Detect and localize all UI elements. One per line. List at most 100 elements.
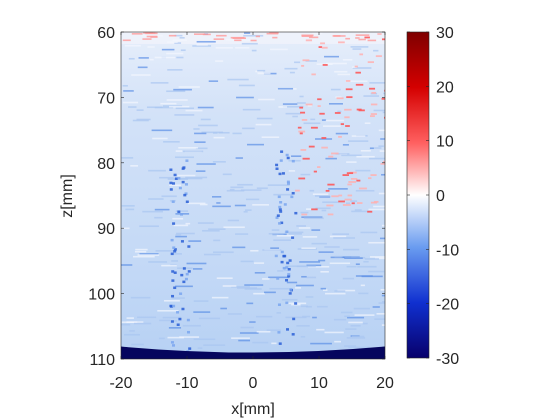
positive-speckle xyxy=(355,37,360,39)
streak-dot xyxy=(187,270,191,273)
speckle xyxy=(137,316,157,319)
positive-speckle xyxy=(354,65,358,68)
speckle xyxy=(253,292,265,295)
x-tick-label: 0 xyxy=(249,375,258,392)
positive-speckle xyxy=(345,37,351,40)
speckle xyxy=(160,102,177,105)
streak-dot xyxy=(170,341,174,344)
speckle xyxy=(283,269,290,272)
speckle xyxy=(175,107,195,110)
speckle xyxy=(381,224,385,227)
speckle xyxy=(311,229,321,231)
speckle xyxy=(229,188,235,191)
positive-speckle xyxy=(369,87,376,90)
speckle xyxy=(303,122,321,125)
positive-speckle xyxy=(131,33,143,35)
speckle xyxy=(329,235,347,238)
speckle xyxy=(245,198,260,201)
streak-dot xyxy=(173,271,177,274)
speckle xyxy=(357,265,377,268)
x-axis: -20 -10 0 10 20 xyxy=(109,32,394,392)
speckle xyxy=(345,80,368,83)
positive-speckle xyxy=(295,189,300,192)
speckle xyxy=(247,143,264,146)
speckle xyxy=(277,270,284,272)
y-tick-label: 60 xyxy=(97,25,115,42)
positive-speckle xyxy=(302,59,310,62)
streak-dot xyxy=(169,181,173,185)
positive-speckle xyxy=(375,55,382,58)
colorbar-tick-label: -10 xyxy=(436,242,459,259)
streak-dot xyxy=(171,270,175,273)
speckle xyxy=(169,105,190,108)
positive-speckle xyxy=(313,170,317,173)
speckle xyxy=(283,105,304,108)
speckle xyxy=(167,69,183,71)
speckle xyxy=(121,323,131,326)
speckle xyxy=(175,150,183,152)
x-tick-label: -10 xyxy=(175,375,198,392)
speckle xyxy=(139,253,159,255)
speckle xyxy=(227,78,249,81)
speckle xyxy=(381,294,385,297)
streak-dot xyxy=(170,238,174,242)
speckle xyxy=(301,216,323,218)
speckle xyxy=(285,316,307,319)
positive-speckle xyxy=(370,174,377,176)
speckle xyxy=(296,102,306,104)
speckle xyxy=(348,346,370,349)
speckle xyxy=(173,224,189,227)
speckle xyxy=(320,287,326,290)
speckle xyxy=(255,70,264,73)
speckle xyxy=(381,324,385,326)
speckle xyxy=(158,337,165,340)
positive-speckle xyxy=(321,146,328,149)
speckle xyxy=(186,262,207,265)
streak-dot xyxy=(278,222,282,225)
speckle xyxy=(334,255,343,258)
colorbar-gradient xyxy=(406,31,430,359)
speckle xyxy=(133,255,155,258)
speckle xyxy=(235,46,250,49)
streak-dot xyxy=(179,292,183,295)
speckle xyxy=(334,340,341,343)
positive-speckle xyxy=(370,115,375,118)
positive-speckle xyxy=(346,96,353,99)
speckle xyxy=(267,184,290,186)
speckle xyxy=(312,32,323,35)
speckle xyxy=(360,231,378,234)
speckle xyxy=(307,104,312,107)
positive-speckle xyxy=(301,213,308,216)
positive-speckle xyxy=(301,119,308,121)
streak-dot xyxy=(287,182,291,185)
speckle xyxy=(230,186,244,189)
x-tick-label: 20 xyxy=(376,375,394,392)
positive-speckle xyxy=(338,135,342,138)
speckle xyxy=(168,327,182,329)
speckle xyxy=(250,249,259,252)
speckle xyxy=(200,118,211,121)
positive-speckle xyxy=(149,32,156,34)
speckle xyxy=(238,84,255,87)
speckle xyxy=(310,342,332,345)
positive-speckle xyxy=(359,53,364,56)
speckle xyxy=(289,71,295,74)
positive-speckle xyxy=(348,181,357,183)
positive-speckle xyxy=(333,35,346,37)
speckle xyxy=(161,48,175,51)
speckle xyxy=(286,281,298,284)
speckle xyxy=(176,232,195,235)
speckle xyxy=(172,39,188,42)
speckle xyxy=(154,56,177,59)
speckle xyxy=(285,112,301,115)
positive-speckle xyxy=(377,33,382,35)
speckle xyxy=(196,163,216,165)
speckle xyxy=(268,232,284,235)
streak-dot xyxy=(291,236,295,239)
positive-speckle xyxy=(364,36,370,39)
streak-dot xyxy=(173,286,177,290)
positive-speckle xyxy=(299,106,304,109)
positive-speckle xyxy=(340,123,344,126)
streak-dot xyxy=(294,211,298,215)
